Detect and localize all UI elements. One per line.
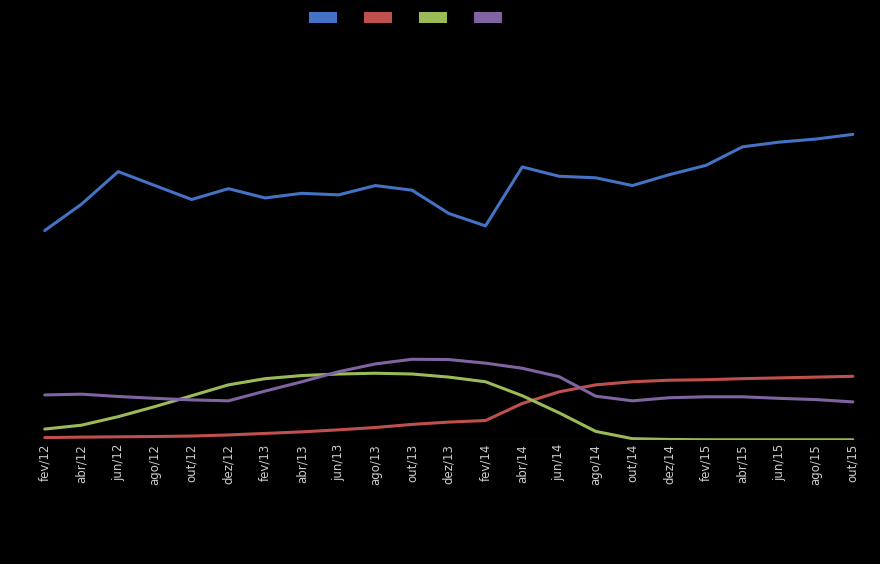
Legend: , , , : , , , xyxy=(304,7,509,30)
